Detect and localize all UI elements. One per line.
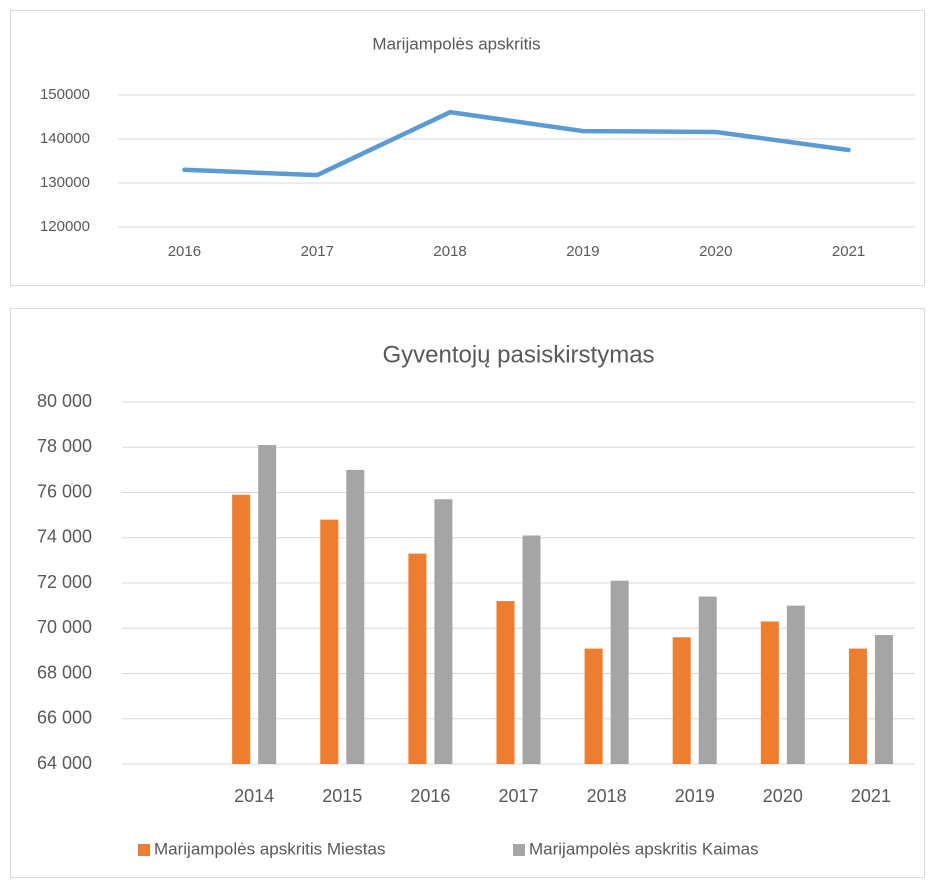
y-tick-label: 64 000 xyxy=(37,753,92,773)
line xyxy=(182,109,851,178)
chart-title: Marijampolės apskritis xyxy=(372,34,540,53)
bar xyxy=(258,444,277,764)
x-tick-label: 2014 xyxy=(234,786,274,806)
x-tick-label: 2017 xyxy=(498,786,538,806)
y-tick-label: 80 000 xyxy=(37,391,92,411)
legend-label: Marijampolės apskritis Miestas xyxy=(154,839,385,858)
y-tick-label: 150000 xyxy=(40,86,90,103)
y-tick-label: 140000 xyxy=(40,130,90,147)
bar xyxy=(522,535,541,764)
x-tick-label: 2015 xyxy=(322,786,362,806)
bar xyxy=(408,553,427,764)
bar xyxy=(610,580,629,764)
x-tick-label: 2020 xyxy=(699,243,732,260)
bar xyxy=(346,469,365,764)
x-tick-label: 2021 xyxy=(851,786,891,806)
bar xyxy=(584,648,603,764)
y-tick-label: 72 000 xyxy=(37,572,92,592)
y-tick-label: 68 000 xyxy=(37,662,92,682)
x-tick-label: 2016 xyxy=(410,786,450,806)
bar xyxy=(320,519,339,764)
y-tick-label: 120000 xyxy=(40,218,90,235)
bar xyxy=(434,499,453,764)
y-tick-label: 74 000 xyxy=(37,527,92,547)
x-tick-label: 2017 xyxy=(301,243,334,260)
x-tick-label: 2020 xyxy=(763,786,803,806)
chart-title: Gyventojų pasiskirstymas xyxy=(382,341,654,368)
x-tick-label: 2019 xyxy=(675,786,715,806)
bar xyxy=(786,605,805,764)
bar xyxy=(874,635,893,764)
y-tick-label: 78 000 xyxy=(37,436,92,456)
y-tick-label: 76 000 xyxy=(37,481,92,501)
bar xyxy=(496,601,515,764)
chart-frame xyxy=(10,308,925,878)
bar xyxy=(232,494,251,764)
bar xyxy=(672,637,691,764)
x-tick-label: 2018 xyxy=(587,786,627,806)
x-tick-label: 2019 xyxy=(566,243,599,260)
y-tick-label: 70 000 xyxy=(37,617,92,637)
bar xyxy=(698,596,717,764)
legend-swatch xyxy=(513,844,525,856)
chart-frame xyxy=(10,10,925,286)
y-tick-label: 66 000 xyxy=(37,708,92,728)
x-tick-label: 2016 xyxy=(168,243,201,260)
legend-label: Marijampolės apskritis Kaimas xyxy=(529,839,759,858)
x-tick-label: 2018 xyxy=(433,243,466,260)
bar xyxy=(760,621,779,764)
x-tick-label: 2021 xyxy=(832,243,865,260)
y-tick-label: 130000 xyxy=(40,174,90,191)
legend-swatch xyxy=(138,844,150,856)
bar xyxy=(848,648,867,764)
